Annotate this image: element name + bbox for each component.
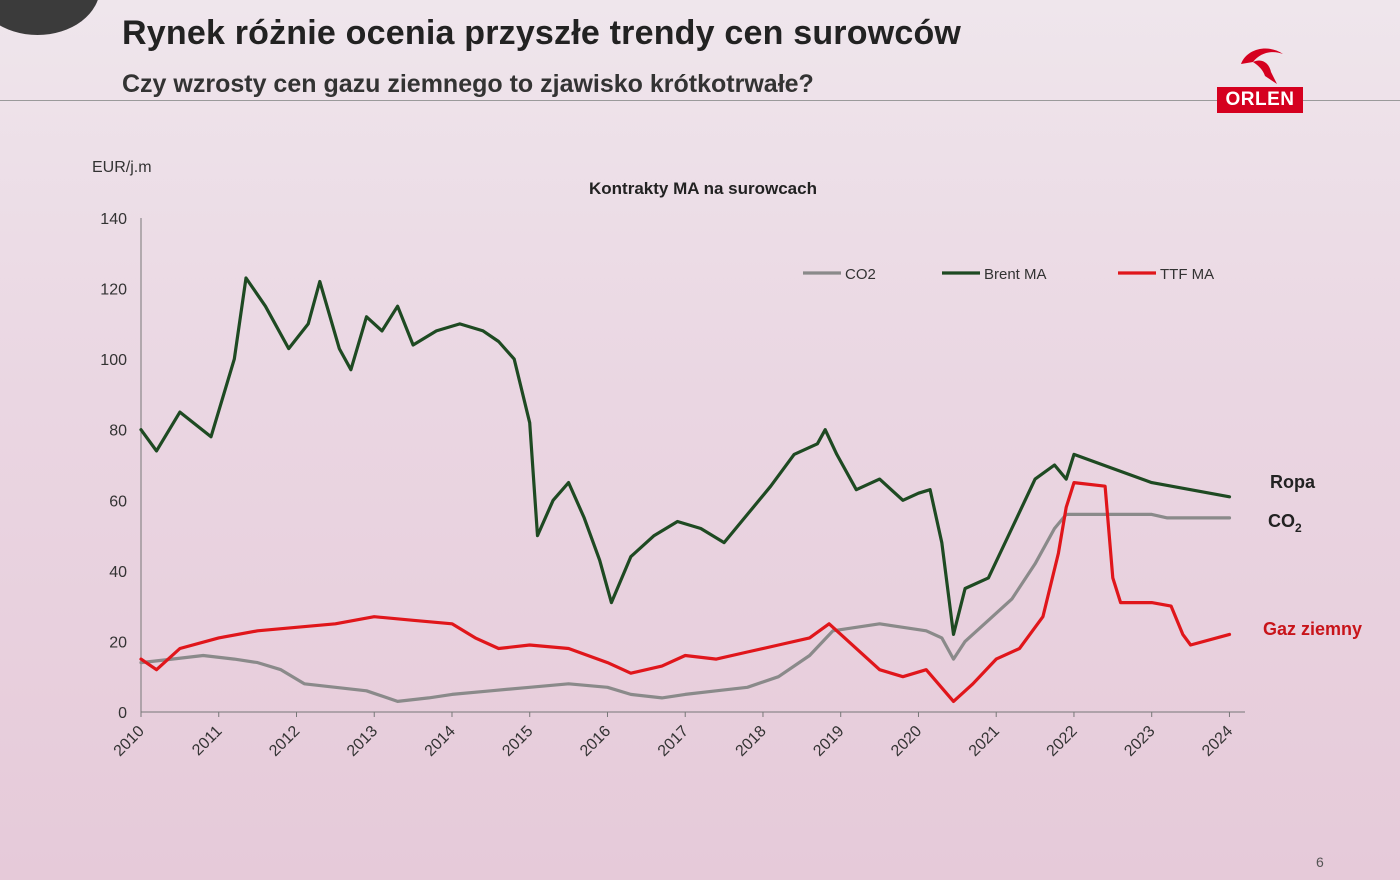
y-tick-label: 100 — [100, 352, 127, 369]
x-tick-label: 2012 — [266, 723, 303, 760]
orlen-logo: ORLEN — [1215, 42, 1307, 118]
y-tick-label: 20 — [109, 634, 127, 651]
series-line-co2 — [139, 512, 1232, 704]
legend-entry: Brent MA — [984, 266, 1047, 283]
end-label-subscript: 2 — [1295, 521, 1302, 535]
y-tick-label: 80 — [109, 423, 127, 440]
x-tick-label: 2020 — [888, 723, 925, 760]
y-tick-label: 40 — [109, 564, 127, 581]
x-tick-label: 2021 — [966, 723, 1003, 760]
end-label: Ropa — [1270, 472, 1316, 492]
end-label: CO2 — [1268, 511, 1302, 535]
x-tick-label: 2024 — [1199, 723, 1236, 760]
x-tick-label: 2015 — [499, 723, 536, 760]
x-tick-label: 2017 — [655, 723, 692, 760]
x-tick-label: 2011 — [189, 723, 225, 759]
y-tick-label: 120 — [100, 282, 127, 299]
x-tick-label: 2014 — [422, 723, 459, 760]
logo-wordmark: ORLEN — [1217, 87, 1303, 113]
x-tick-label: 2019 — [810, 723, 847, 760]
slide-title: Rynek różnie ocenia przyszłe trendy cen … — [122, 14, 962, 52]
y-tick-label: 0 — [118, 705, 127, 722]
x-tick-label: 2023 — [1121, 723, 1158, 760]
y-tick-label: 60 — [109, 493, 127, 510]
series-line-brent-ma — [139, 276, 1232, 637]
x-tick-label: 2010 — [111, 723, 148, 760]
series-line-ttf-ma — [139, 481, 1232, 704]
eagle-logo-icon — [1241, 48, 1283, 84]
x-tick-label: 2016 — [577, 723, 614, 760]
x-tick-label: 2018 — [733, 723, 770, 760]
legend-entry: TTF MA — [1160, 266, 1214, 283]
x-tick-label: 2013 — [344, 723, 381, 760]
page-number: 6 — [1316, 854, 1324, 870]
header-divider — [0, 100, 1400, 101]
x-tick-label: 2022 — [1044, 723, 1081, 760]
y-tick-label: 140 — [100, 211, 127, 228]
y-axis-label: EUR/j.m — [92, 159, 152, 176]
chart-title: Kontrakty MA na surowcach — [589, 179, 817, 198]
slide-subtitle: Czy wzrosty cen gazu ziemnego to zjawisk… — [122, 70, 814, 98]
legend-entry: CO2 — [845, 266, 876, 283]
end-label: Gaz ziemny — [1263, 619, 1362, 639]
